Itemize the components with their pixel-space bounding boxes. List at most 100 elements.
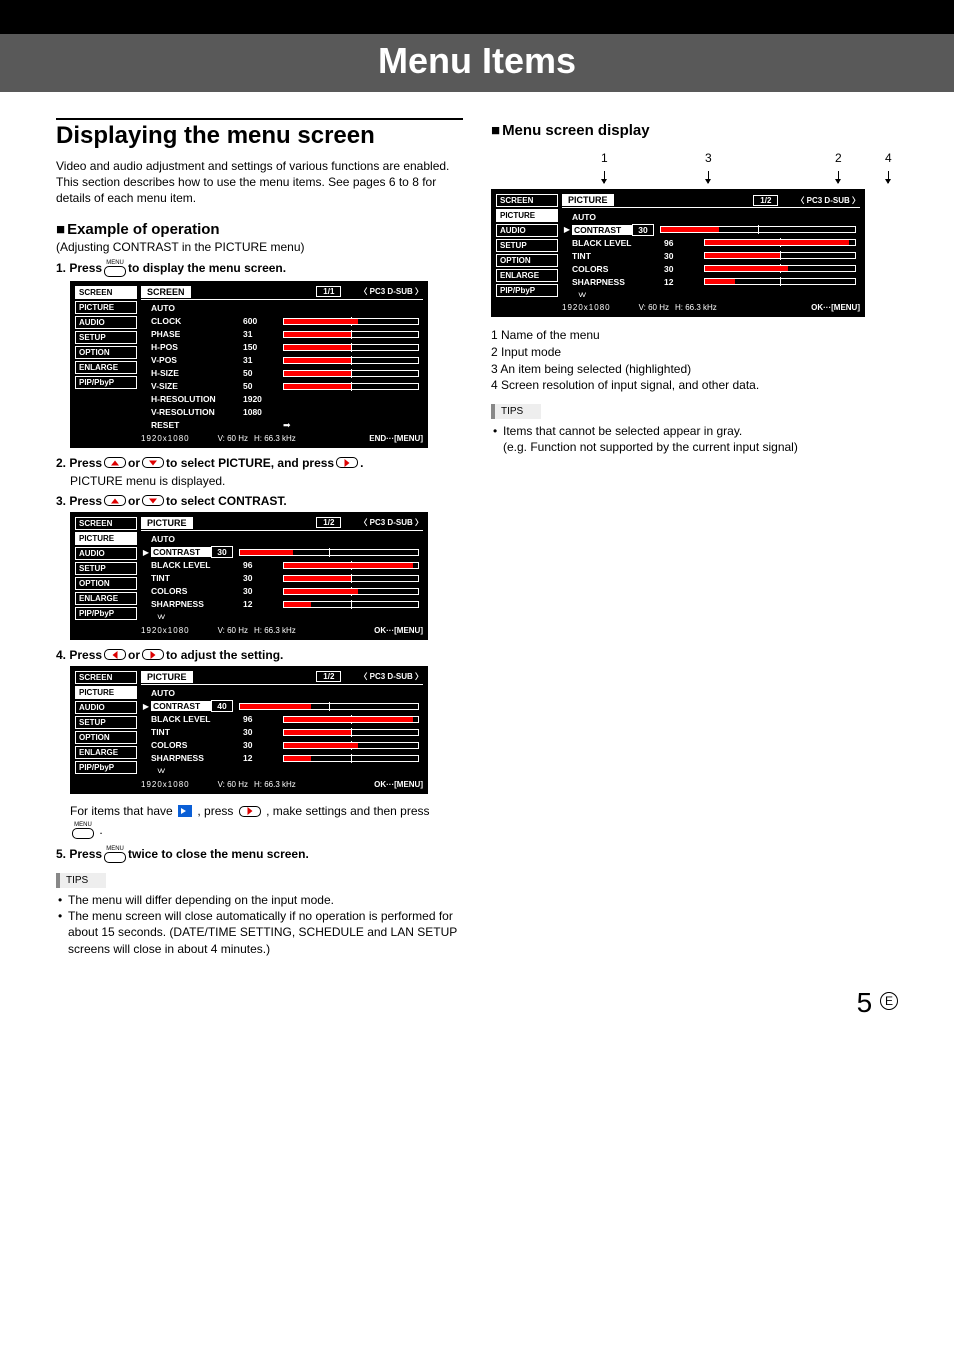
osd-input-mode: PC3 D-SUB bbox=[796, 195, 860, 206]
legend-item: 1 Name of the menu bbox=[491, 327, 898, 344]
osd-side-item: ENLARGE bbox=[75, 361, 137, 374]
right-button-icon bbox=[142, 649, 164, 660]
tips-label-right: TIPS bbox=[491, 404, 541, 419]
section-heading: Displaying the menu screen bbox=[56, 118, 463, 150]
osd-side-item: PICTURE bbox=[496, 209, 558, 222]
osd-side-item: AUDIO bbox=[496, 224, 558, 237]
step-1: 1. Press MENU to display the menu screen… bbox=[56, 260, 463, 277]
osd-side-item: AUDIO bbox=[75, 701, 137, 714]
osd-param-row: ▶CONTRAST30 bbox=[141, 546, 423, 559]
osd-side-item: SETUP bbox=[75, 331, 137, 344]
tips-item: Items that cannot be selected appear in … bbox=[491, 423, 898, 455]
osd-title: PICTURE bbox=[141, 517, 193, 529]
osd-input-mode: PC3 D-SUB bbox=[359, 671, 423, 682]
osd-resolution: 1920x1080 bbox=[562, 303, 611, 312]
page-language-badge: E bbox=[880, 992, 898, 1010]
step-5: 5. Press MENU twice to close the menu sc… bbox=[56, 846, 463, 863]
osd-param-row: AUTO bbox=[141, 302, 423, 315]
osd-resolution: 1920x1080 bbox=[141, 626, 190, 635]
right-button-icon bbox=[239, 806, 261, 817]
osd-hhz: H: 66.3 kHz bbox=[254, 780, 296, 789]
callout-arrows bbox=[557, 171, 898, 185]
osd-side-item: SETUP bbox=[496, 239, 558, 252]
step-text: or bbox=[128, 494, 140, 508]
osd-vhz: V: 60 Hz bbox=[218, 626, 248, 635]
osd-side-item: SCREEN bbox=[75, 517, 137, 530]
osd-side-item: SETUP bbox=[75, 562, 137, 575]
osd-param-row: RESET➡ bbox=[141, 419, 423, 432]
osd-param-row: SHARPNESS12 bbox=[141, 752, 423, 765]
tips-item: The menu screen will close automatically… bbox=[56, 908, 463, 957]
step-text: 2. Press bbox=[56, 456, 102, 470]
osd-side-item: SCREEN bbox=[75, 286, 137, 299]
step-2: 2. Press or to select PICTURE, and press… bbox=[56, 456, 463, 470]
osd-side-item: OPTION bbox=[75, 731, 137, 744]
osd-resolution: 1920x1080 bbox=[141, 434, 190, 443]
callout-1: 1 bbox=[601, 151, 608, 165]
page-number: 5 E bbox=[0, 987, 954, 1039]
osd-param-row: ▶CONTRAST30 bbox=[562, 223, 860, 236]
legend-item: 4 Screen resolution of input signal, and… bbox=[491, 377, 898, 394]
step-text: to display the menu screen. bbox=[128, 261, 286, 275]
tips-list-right: Items that cannot be selected appear in … bbox=[491, 423, 898, 455]
callout-legend: 1 Name of the menu2 Input mode3 An item … bbox=[491, 327, 898, 394]
step-text: or bbox=[128, 456, 140, 470]
osd-param-row: SHARPNESS12 bbox=[141, 598, 423, 611]
osd-side-item: ENLARGE bbox=[75, 592, 137, 605]
osd-param-row: COLORS30 bbox=[141, 739, 423, 752]
left-column: Displaying the menu screen Video and aud… bbox=[56, 118, 463, 957]
osd-hhz: H: 66.3 kHz bbox=[675, 303, 717, 312]
osd-page: 1/2 bbox=[316, 517, 341, 528]
step-text: 5. Press bbox=[56, 847, 102, 861]
step-text: to select PICTURE, and press bbox=[166, 456, 334, 470]
osd-hhz: H: 66.3 kHz bbox=[254, 626, 296, 635]
callout-2: 2 bbox=[835, 151, 842, 165]
osd-page: 1/1 bbox=[316, 286, 341, 297]
osd-param-row: TINT30 bbox=[562, 249, 860, 262]
osd-param-row: PHASE31 bbox=[141, 328, 423, 341]
up-button-icon bbox=[104, 495, 126, 506]
callout-4: 4 bbox=[885, 151, 892, 165]
legend-item: 3 An item being selected (highlighted) bbox=[491, 361, 898, 378]
osd-picture-menu-30: SCREENPICTUREAUDIOSETUPOPTIONENLARGEPIP/… bbox=[70, 512, 428, 640]
tips-item: The menu will differ depending on the in… bbox=[56, 892, 463, 908]
osd-side-item: ENLARGE bbox=[75, 746, 137, 759]
osd-param-row: H-RESOLUTION1920 bbox=[141, 393, 423, 406]
osd-param-row: COLORS30 bbox=[141, 585, 423, 598]
subsection-heading: Example of operation bbox=[56, 221, 463, 238]
for-items-note: For items that have , press , make setti… bbox=[70, 802, 463, 840]
osd-param-row: AUTO bbox=[562, 210, 860, 223]
osd-footer-action: OK···[MENU] bbox=[374, 626, 423, 635]
step-3: 3. Press or to select CONTRAST. bbox=[56, 494, 463, 508]
osd-param-row: SHARPNESS12 bbox=[562, 275, 860, 288]
osd-side-item: AUDIO bbox=[75, 316, 137, 329]
step-4: 4. Press or to adjust the setting. bbox=[56, 648, 463, 662]
intro-text: Video and audio adjustment and settings … bbox=[56, 158, 463, 207]
subsection-heading-right: Menu screen display bbox=[491, 122, 898, 139]
osd-vhz: V: 60 Hz bbox=[218, 780, 248, 789]
osd-side-item: PIP/PbyP bbox=[496, 284, 558, 297]
osd-side-item: PIP/PbyP bbox=[75, 607, 137, 620]
osd-screen-menu: SCREEN PICTURE AUDIO SETUP OPTION ENLARGE PIP/… bbox=[70, 281, 428, 448]
osd-param-row: TINT30 bbox=[141, 572, 423, 585]
step-text: twice to close the menu screen. bbox=[128, 847, 309, 861]
osd-side-item: OPTION bbox=[75, 346, 137, 359]
osd-side-item: ENLARGE bbox=[496, 269, 558, 282]
right-button-icon bbox=[336, 457, 358, 468]
osd-param-row: V-SIZE50 bbox=[141, 380, 423, 393]
page-banner: Menu Items bbox=[0, 0, 954, 92]
osd-param-row: H-SIZE50 bbox=[141, 367, 423, 380]
osd-resolution: 1920x1080 bbox=[141, 780, 190, 789]
osd-side-item: PICTURE bbox=[75, 301, 137, 314]
enter-icon bbox=[178, 805, 192, 817]
osd-side-item: OPTION bbox=[75, 577, 137, 590]
osd-param-row: ▶CONTRAST40 bbox=[141, 700, 423, 713]
osd-vhz: V: 60 Hz bbox=[639, 303, 669, 312]
osd-vhz: V: 60 Hz bbox=[218, 434, 248, 443]
osd-param-row: V-POS31 bbox=[141, 354, 423, 367]
right-column: Menu screen display 1 3 2 4 SCREENPICTUR… bbox=[491, 118, 898, 957]
step-text: 4. Press bbox=[56, 648, 102, 662]
osd-title: PICTURE bbox=[141, 671, 193, 683]
example-caption: (Adjusting CONTRAST in the PICTURE menu) bbox=[56, 240, 463, 254]
osd-side-item: PIP/PbyP bbox=[75, 376, 137, 389]
